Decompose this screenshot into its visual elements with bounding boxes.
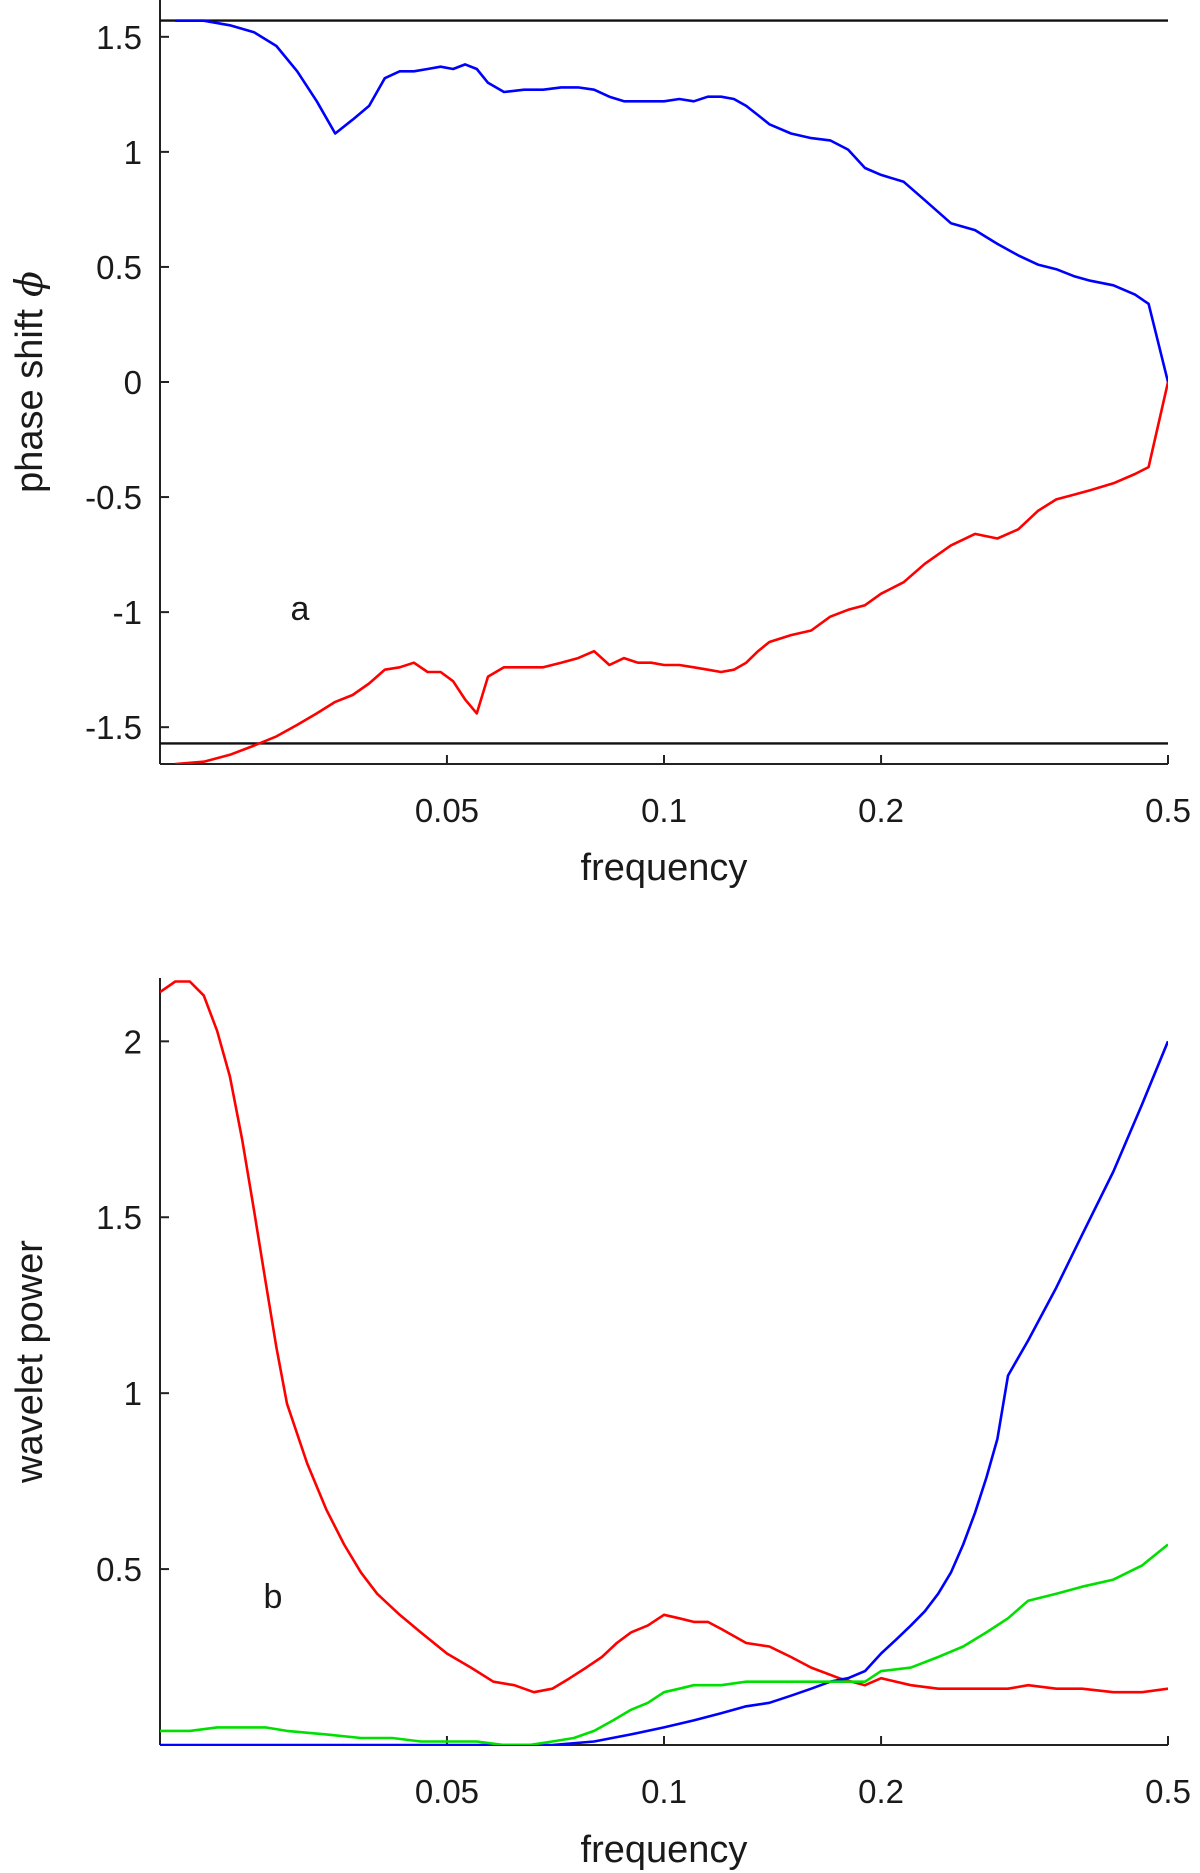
panel-label: b	[264, 1578, 283, 1616]
y-tick-label: 1	[124, 134, 142, 171]
x-tick-label: 0.5	[1145, 792, 1191, 829]
series-line-3	[160, 1543, 1168, 1745]
y-tick-label: 1.5	[96, 1199, 142, 1236]
series-line-2	[160, 1040, 1168, 1745]
y-tick-label: -0.5	[85, 479, 142, 516]
y-tick-label: 1	[124, 1375, 142, 1412]
x-axis-title: frequency	[581, 1829, 748, 1871]
y-axis-title: phase shift ϕ	[7, 271, 51, 493]
x-tick-label: 0.1	[641, 1773, 687, 1810]
series-line-1	[175, 19, 1168, 383]
x-axis-title: frequency	[581, 847, 748, 889]
y-tick-label: 2	[124, 1023, 142, 1060]
y-tick-label: -1.5	[85, 709, 142, 746]
x-tick-label: 0.5	[1145, 1773, 1191, 1810]
x-tick-label: 0.2	[858, 1773, 904, 1810]
y-tick-label: -1	[113, 594, 142, 631]
series-line-1	[160, 980, 1168, 1694]
x-tick-label: 0.05	[415, 792, 479, 829]
series-line-2	[175, 381, 1168, 764]
x-tick-label: 0.05	[415, 1773, 479, 1810]
panel-label: a	[291, 590, 310, 628]
y-tick-label: 0.5	[96, 1551, 142, 1588]
wavelet-power-panel: 0.5 1 1.5 2 0.05 0.1 0.2 0.5 frequency wavelet po…	[9, 978, 1191, 1871]
y-axis-title: wavelet power	[9, 1240, 51, 1484]
x-tick-label: 0.2	[858, 792, 904, 829]
y-tick-label: 0.5	[96, 249, 142, 286]
y-tick-label: 1.5	[96, 19, 142, 56]
y-axis-symbol: ϕ	[7, 271, 51, 309]
y-tick-label: 0	[124, 364, 142, 401]
x-tick-label: 0.1	[641, 792, 687, 829]
phase-shift-panel: -1.5 -1 -0.5 0 0.5 1 1.5 0.05 0.1 0.2 0.5 frequency…	[7, 0, 1191, 889]
